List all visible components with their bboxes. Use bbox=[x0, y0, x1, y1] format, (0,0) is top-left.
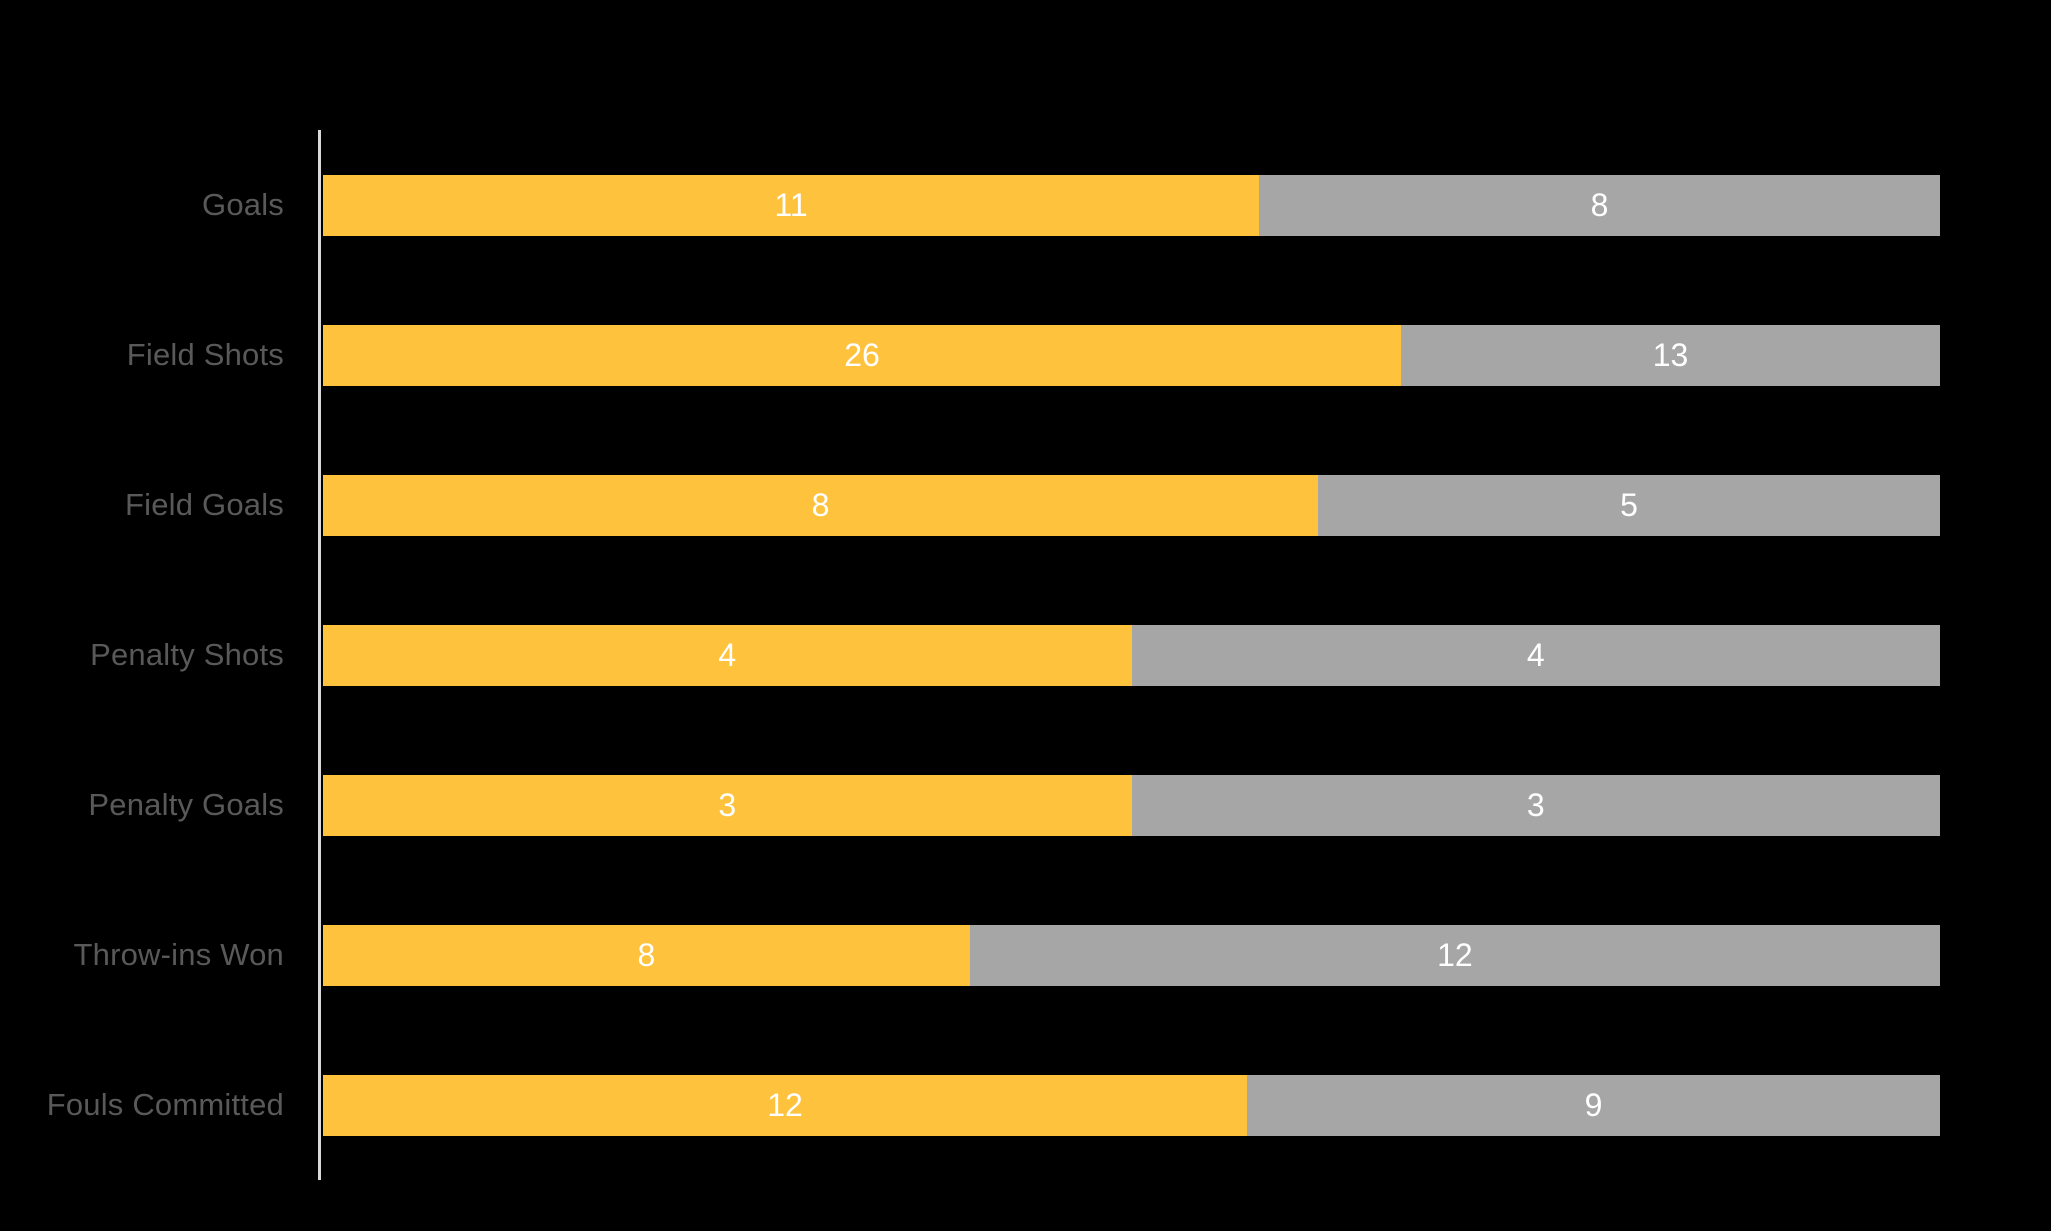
chart-row: Field Shots 26 13 bbox=[0, 280, 2051, 430]
category-label: Penalty Shots bbox=[90, 637, 284, 672]
value-label: 11 bbox=[774, 186, 808, 223]
y-axis-line bbox=[318, 130, 321, 1180]
stacked-bar: 4 4 bbox=[323, 624, 1940, 686]
plot-cell: 11 8 bbox=[323, 130, 1940, 280]
plot-cell: 3 3 bbox=[323, 730, 1940, 880]
axis-gap bbox=[284, 280, 318, 430]
bar-segment-yellow: 3 bbox=[323, 774, 1132, 836]
stacked-bar: 3 3 bbox=[323, 774, 1940, 836]
value-label: 4 bbox=[1526, 636, 1545, 673]
value-label: 12 bbox=[1437, 936, 1473, 973]
bar-segment-gray: 9 bbox=[1247, 1074, 1940, 1136]
bar-segment-gray: 3 bbox=[1131, 774, 1940, 836]
chart-row: Goals 11 8 bbox=[0, 130, 2051, 280]
chart-row: Penalty Goals 3 3 bbox=[0, 730, 2051, 880]
bar-segment-yellow: 8 bbox=[323, 924, 970, 986]
stacked-bar: 8 12 bbox=[323, 924, 1940, 986]
category-label: Fouls Committed bbox=[46, 1087, 284, 1122]
axis-gap bbox=[284, 1030, 318, 1180]
axis-gap bbox=[284, 880, 318, 1030]
stacked-bar: 8 5 bbox=[323, 474, 1940, 536]
value-label: 13 bbox=[1652, 336, 1689, 373]
value-label: 4 bbox=[718, 636, 737, 673]
plot-cell: 26 13 bbox=[323, 280, 1940, 430]
bar-segment-yellow: 4 bbox=[323, 624, 1132, 686]
bar-segment-yellow: 8 bbox=[323, 474, 1319, 536]
category-label: Field Goals bbox=[125, 487, 284, 522]
stacked-bar: 26 13 bbox=[323, 324, 1940, 386]
category-label: Penalty Goals bbox=[88, 787, 284, 822]
axis-gap bbox=[284, 430, 318, 580]
bar-segment-gray: 5 bbox=[1318, 474, 1940, 536]
value-label: 26 bbox=[844, 336, 880, 373]
axis-gap bbox=[284, 580, 318, 730]
value-label: 9 bbox=[1584, 1086, 1603, 1123]
plot-cell: 12 9 bbox=[323, 1030, 1940, 1180]
category-label: Goals bbox=[202, 187, 284, 222]
bar-segment-yellow: 11 bbox=[323, 174, 1260, 236]
stacked-bar-chart: Goals 11 8 Field Shots 26 13 Field Goals bbox=[0, 130, 2051, 1180]
bar-segment-gray: 13 bbox=[1401, 324, 1940, 386]
bar-segment-yellow: 26 bbox=[323, 324, 1401, 386]
chart-row: Fouls Committed 12 9 bbox=[0, 1030, 2051, 1180]
value-label: 3 bbox=[718, 786, 737, 823]
chart-row: Throw-ins Won 8 12 bbox=[0, 880, 2051, 1030]
stacked-bar: 11 8 bbox=[323, 174, 1940, 236]
chart-row: Field Goals 8 5 bbox=[0, 430, 2051, 580]
category-label: Throw-ins Won bbox=[73, 937, 284, 972]
plot-cell: 4 4 bbox=[323, 580, 1940, 730]
value-label: 8 bbox=[637, 936, 656, 973]
value-label: 12 bbox=[767, 1086, 803, 1123]
plot-cell: 8 5 bbox=[323, 430, 1940, 580]
value-label: 3 bbox=[1526, 786, 1545, 823]
bar-segment-gray: 12 bbox=[969, 924, 1940, 986]
value-label: 8 bbox=[1590, 186, 1609, 223]
value-label: 5 bbox=[1620, 486, 1638, 523]
bar-segment-gray: 4 bbox=[1131, 624, 1940, 686]
stacked-bar: 12 9 bbox=[323, 1074, 1940, 1136]
plot-cell: 8 12 bbox=[323, 880, 1940, 1030]
category-label: Field Shots bbox=[126, 337, 284, 372]
bar-segment-gray: 8 bbox=[1259, 174, 1940, 236]
axis-gap bbox=[284, 730, 318, 880]
bar-segment-yellow: 12 bbox=[323, 1074, 1247, 1136]
chart-row: Penalty Shots 4 4 bbox=[0, 580, 2051, 730]
axis-gap bbox=[284, 130, 318, 280]
value-label: 8 bbox=[811, 486, 830, 523]
